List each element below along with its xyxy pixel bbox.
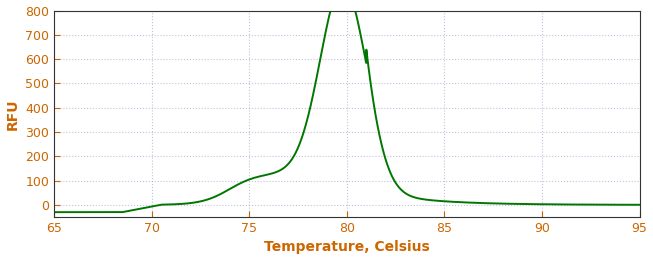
Y-axis label: RFU: RFU	[6, 98, 20, 129]
X-axis label: Temperature, Celsius: Temperature, Celsius	[264, 240, 430, 255]
